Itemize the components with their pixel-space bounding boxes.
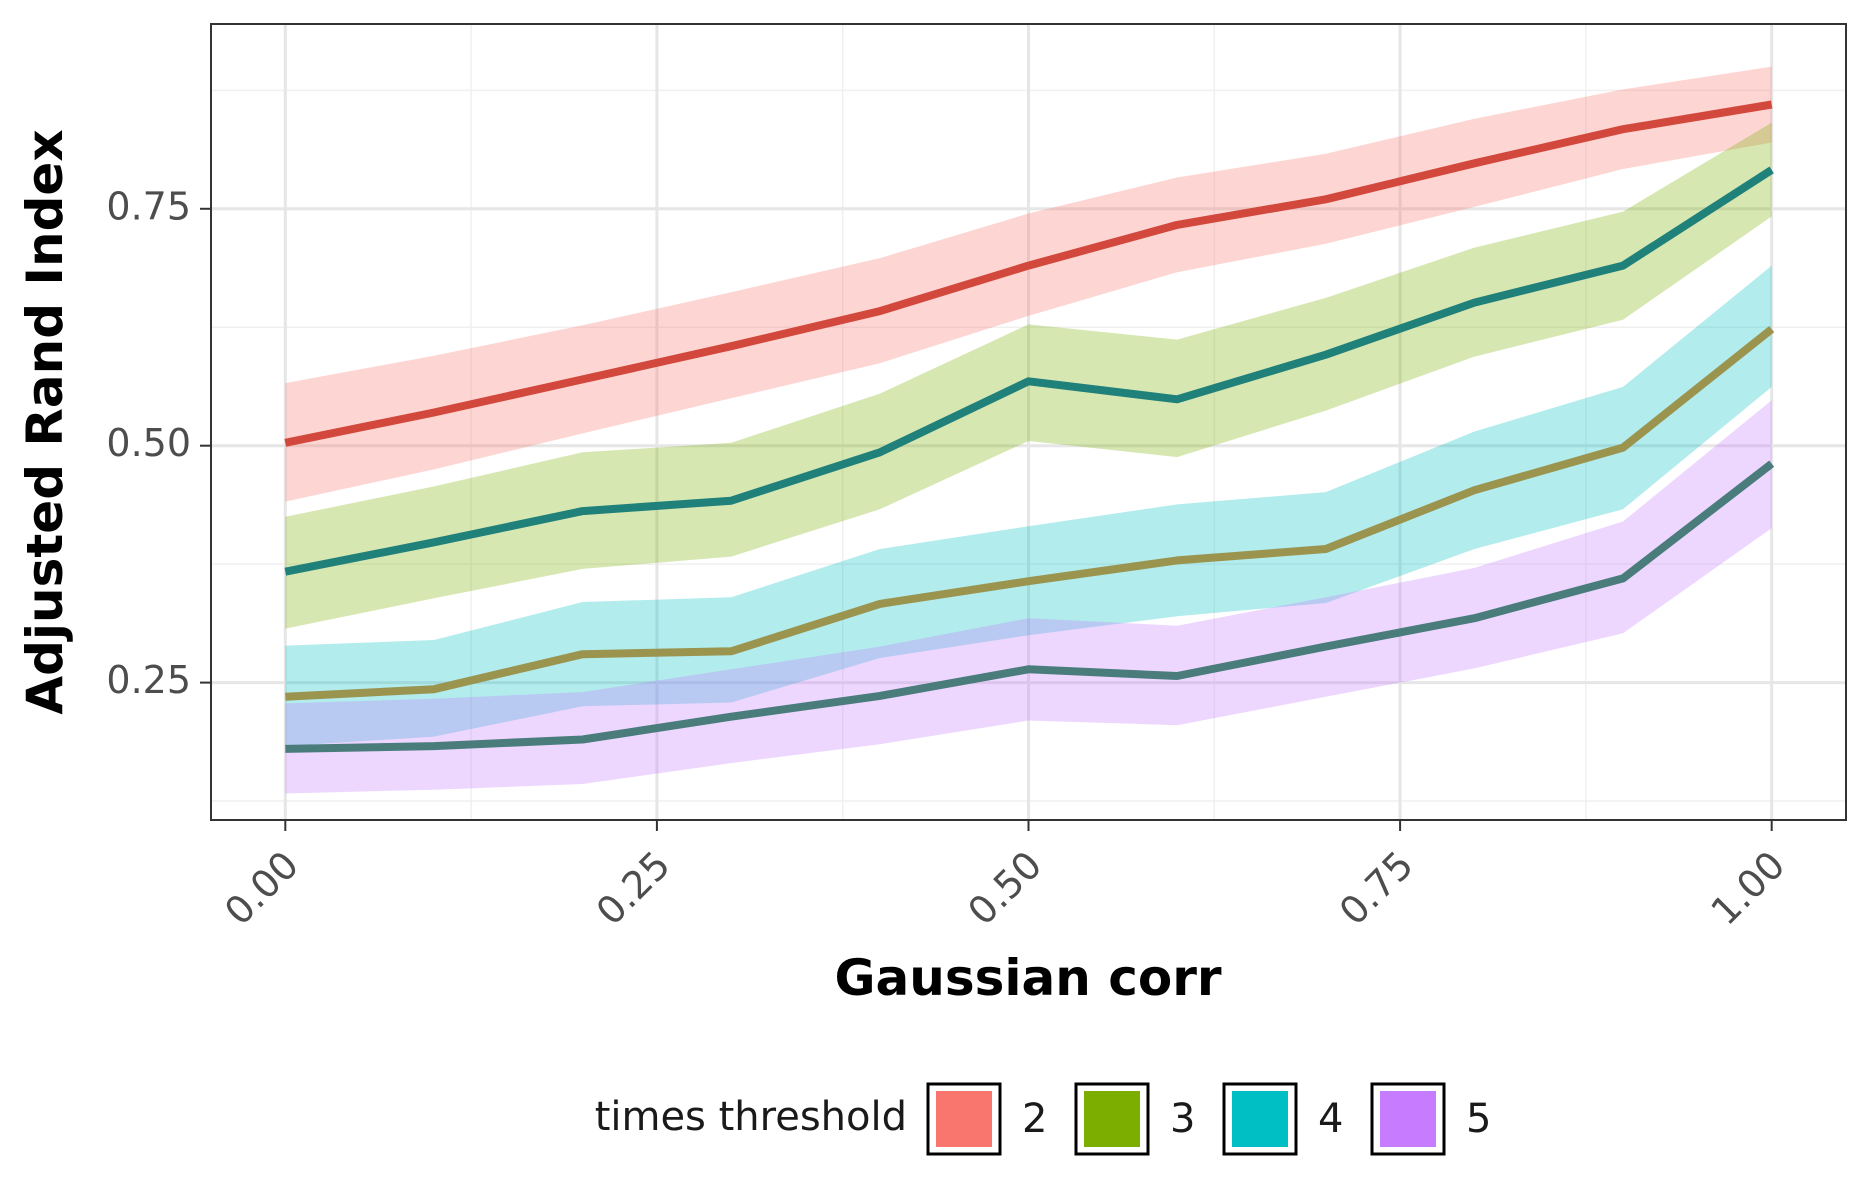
series-lines xyxy=(284,100,1775,753)
plot-panel xyxy=(210,23,1847,821)
line-series-3 xyxy=(284,166,1774,576)
legend-label-2: 2 xyxy=(1022,1096,1047,1142)
x-tick-label: 0.25 xyxy=(588,843,679,934)
ribbon-series-2 xyxy=(285,66,1772,502)
x-tick-label: 0.75 xyxy=(1331,843,1422,934)
y-tick-label: 0.25 xyxy=(106,658,191,702)
line-series-2 xyxy=(284,100,1773,447)
legend-key-swatch-2 xyxy=(936,1091,992,1147)
legend-key-swatch-3 xyxy=(1084,1091,1140,1147)
axis-ticks xyxy=(200,207,1773,831)
x-axis-title: Gaussian corr xyxy=(834,949,1221,1007)
y-axis-title: Adjusted Rand Index xyxy=(16,129,74,714)
x-tick-label: 1.00 xyxy=(1703,843,1794,934)
x-tick-label: 0.00 xyxy=(216,843,307,934)
ribbon-series-5 xyxy=(285,400,1772,794)
legend-label-3: 3 xyxy=(1170,1096,1195,1142)
x-tick-labels: 0.00 0.25 0.50 0.75 1.00 xyxy=(216,843,1793,934)
y-tick-label: 0.50 xyxy=(106,421,191,465)
y-tick-label: 0.75 xyxy=(106,184,191,228)
grid-lines xyxy=(211,24,1846,820)
legend-title: times threshold xyxy=(595,1094,907,1140)
legend-key-swatch-4 xyxy=(1232,1091,1288,1147)
legend-keys: 2 3 4 5 xyxy=(926,1082,1491,1156)
legend: times threshold 2 3 4 5 xyxy=(595,1082,1491,1156)
ribbon-series-4 xyxy=(285,265,1772,747)
y-tick-labels: 0.25 0.50 0.75 xyxy=(106,184,191,702)
line-series-5 xyxy=(285,460,1775,753)
legend-label-4: 4 xyxy=(1318,1096,1343,1142)
legend-label-5: 5 xyxy=(1466,1096,1491,1142)
x-tick-label: 0.50 xyxy=(959,843,1050,934)
legend-key-swatch-5 xyxy=(1380,1091,1436,1147)
line-series-4 xyxy=(285,325,1775,701)
